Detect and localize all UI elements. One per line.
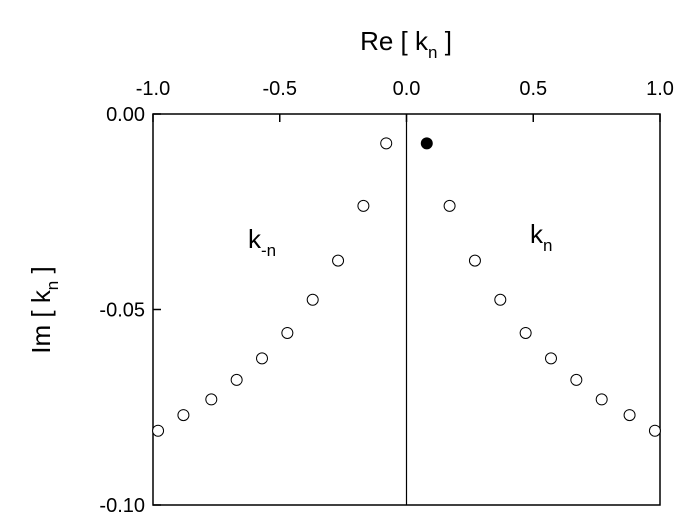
x-tick-label: 0.5 bbox=[519, 78, 547, 100]
point bbox=[256, 352, 269, 365]
point bbox=[306, 293, 319, 306]
annotation-main: k bbox=[248, 224, 262, 254]
annotation-main: k bbox=[530, 219, 544, 249]
x-title-end: ] bbox=[437, 26, 451, 56]
x-tick-label: -0.5 bbox=[263, 78, 297, 100]
point bbox=[152, 424, 165, 437]
point bbox=[443, 199, 456, 212]
y-title-main: Im [ k bbox=[26, 289, 56, 354]
y-title-end: ] bbox=[26, 266, 56, 280]
point bbox=[519, 326, 532, 339]
point bbox=[494, 293, 507, 306]
y-axis-title: Im [ kn ] bbox=[26, 266, 62, 353]
point bbox=[544, 352, 557, 365]
x-axis-title: Re [ kn ] bbox=[360, 26, 452, 62]
x-title-sub: n bbox=[428, 43, 437, 62]
x-tick-label: 1.0 bbox=[646, 78, 674, 100]
point bbox=[468, 254, 481, 267]
y-tick-label: -0.10 bbox=[99, 495, 145, 517]
x-title-main: Re [ k bbox=[360, 26, 429, 56]
point bbox=[420, 137, 433, 150]
point bbox=[177, 409, 190, 422]
y-tick-label: -0.05 bbox=[99, 300, 145, 322]
point bbox=[230, 373, 243, 386]
point bbox=[281, 326, 294, 339]
y-title-sub: n bbox=[43, 281, 62, 290]
annotation: kn bbox=[530, 219, 552, 255]
y-tick-label: 0.00 bbox=[106, 104, 145, 126]
annotation: k-n bbox=[248, 224, 276, 260]
x-tick-label: 0.0 bbox=[393, 78, 421, 100]
point bbox=[570, 373, 583, 386]
point bbox=[648, 424, 661, 437]
point bbox=[357, 199, 370, 212]
point bbox=[205, 393, 218, 406]
point bbox=[595, 393, 608, 406]
point bbox=[380, 137, 393, 150]
point bbox=[623, 409, 636, 422]
point bbox=[332, 254, 345, 267]
annotation-sub: -n bbox=[261, 241, 276, 260]
annotation-sub: n bbox=[543, 236, 552, 255]
x-tick-label: -1.0 bbox=[136, 78, 170, 100]
